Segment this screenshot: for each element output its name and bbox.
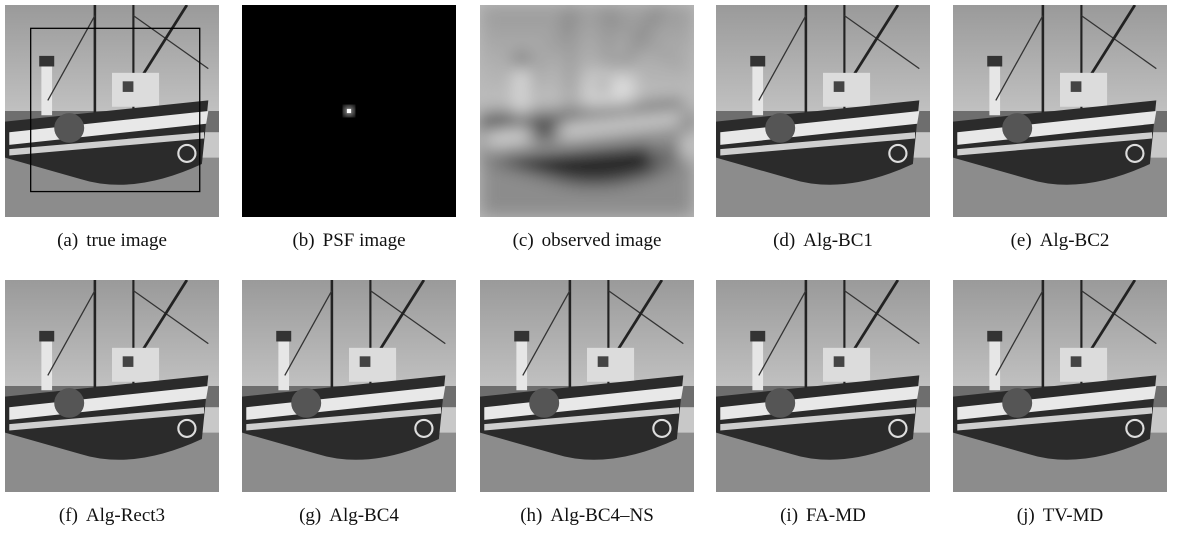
caption-text: observed image — [542, 230, 662, 251]
caption-text: TV-MD — [1043, 505, 1104, 526]
panel: (g)Alg-BC4 — [242, 280, 456, 492]
caption-label: (h) — [520, 505, 542, 526]
panel-image — [5, 280, 219, 492]
caption: (a) true image — [0, 230, 239, 252]
caption: (d) Alg-BC1 — [696, 230, 950, 252]
panel-image — [953, 280, 1167, 492]
caption-label: (c) — [513, 230, 534, 251]
caption: (e) Alg-BC2 — [933, 230, 1177, 252]
panel-image — [480, 280, 694, 492]
scene-content — [480, 280, 694, 492]
psf-center — [347, 109, 351, 113]
scene — [953, 5, 1167, 217]
caption: (g) Alg-BC4 — [222, 505, 476, 527]
scene-content — [480, 5, 694, 217]
panel-image — [480, 5, 694, 217]
scene — [5, 280, 219, 492]
caption-text: PSF image — [323, 230, 406, 251]
caption-label: (i) — [780, 505, 798, 526]
caption-text: Alg-BC4 — [329, 505, 399, 526]
scene-content — [716, 5, 930, 217]
scene-content — [716, 280, 930, 492]
scene-content — [5, 5, 219, 217]
caption: (b) PSF image — [222, 230, 476, 252]
caption: (f) Alg-Rect3 — [0, 505, 239, 527]
scene-content — [953, 280, 1167, 492]
panel: (i)FA-MD — [716, 280, 930, 492]
scene — [5, 5, 219, 217]
scene — [480, 5, 694, 217]
panel-image — [716, 280, 930, 492]
caption: (h) Alg-BC4–NS — [460, 505, 714, 527]
panel: (b)PSF image — [242, 5, 456, 217]
caption: (j) TV-MD — [933, 505, 1177, 527]
panel: (e)Alg-BC2 — [953, 5, 1167, 217]
panel: (j)TV-MD — [953, 280, 1167, 492]
panel-image — [242, 5, 456, 217]
caption-label: (d) — [773, 230, 795, 251]
panel: (a)true image — [5, 5, 219, 217]
caption-label: (g) — [299, 505, 321, 526]
scene — [953, 280, 1167, 492]
scene-content — [5, 280, 219, 492]
panel-image — [242, 280, 456, 492]
figure: (a) true image (b) PSF image (c) observed ima… — [0, 0, 1177, 538]
scene — [716, 280, 930, 492]
caption-text: Alg-BC1 — [803, 230, 873, 251]
scene — [716, 5, 930, 217]
caption-text: Alg-BC4–NS — [550, 505, 653, 526]
panel: (c)observed image — [480, 5, 694, 217]
scene — [480, 280, 694, 492]
caption-text: true image — [86, 230, 167, 251]
scene-content — [242, 280, 456, 492]
scene-content — [953, 5, 1167, 217]
panel-image — [716, 5, 930, 217]
caption-text: Alg-Rect3 — [86, 505, 165, 526]
panel: (h)Alg-BC4–NS — [480, 280, 694, 492]
panel-image — [953, 5, 1167, 217]
panel-image — [5, 5, 219, 217]
caption-text: Alg-BC2 — [1040, 230, 1110, 251]
caption-label: (b) — [292, 230, 314, 251]
caption-label: (a) — [57, 230, 78, 251]
caption: (c) observed image — [460, 230, 714, 252]
panel: (f)Alg-Rect3 — [5, 280, 219, 492]
caption-text: FA-MD — [806, 505, 866, 526]
scene — [242, 280, 456, 492]
panel: (d)Alg-BC1 — [716, 5, 930, 217]
caption-label: (f) — [59, 505, 78, 526]
caption-label: (j) — [1017, 505, 1035, 526]
caption: (i) FA-MD — [696, 505, 950, 527]
caption-label: (e) — [1011, 230, 1032, 251]
